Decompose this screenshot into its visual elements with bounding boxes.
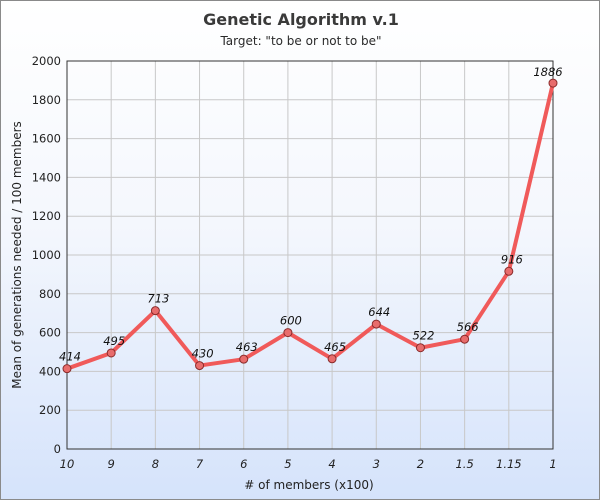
data-label: 600: [280, 314, 302, 328]
x-tick-label: 1.5: [455, 457, 473, 471]
data-labels: 414 495 713 430 463 600 465 644 522 566 916 1886: [59, 65, 563, 364]
data-point: [150, 306, 160, 316]
x-tick-label: 1: [549, 457, 556, 471]
x-tick-label: 4: [328, 457, 335, 471]
data-label: 495: [103, 334, 125, 348]
y-tick-label: 800: [39, 287, 61, 301]
x-tick-label: 2: [417, 457, 424, 471]
data-label: 463: [236, 340, 258, 354]
data-label: 566: [457, 320, 479, 334]
data-label: 1886: [533, 65, 562, 79]
data-point: [239, 354, 249, 364]
plot-area-border: [66, 60, 554, 450]
x-tick-label: 1.15: [496, 457, 522, 471]
series-line: [65, 81, 555, 371]
data-point: [106, 348, 116, 358]
y-tick-label: 2000: [32, 54, 61, 68]
data-label: 465: [324, 340, 346, 354]
data-point: [460, 334, 470, 344]
x-tick-label: 7: [196, 457, 204, 471]
data-label: 430: [192, 347, 214, 361]
data-point: [504, 266, 514, 276]
gridlines: [66, 60, 554, 450]
y-axis-title: Mean of generations needed / 100 members: [10, 121, 24, 389]
x-axis-title: # of members (x100): [244, 478, 373, 492]
y-tick-label: 200: [39, 403, 61, 417]
x-tick-label: 8: [152, 457, 159, 471]
y-tick-label: 1600: [32, 132, 61, 146]
x-axis-ticks: 10 9 8 7 6 5 4 3 2 1.5 1.15 1: [60, 457, 557, 471]
y-tick-label: 400: [39, 364, 61, 378]
data-label: 713: [147, 292, 169, 306]
y-tick-label: 1800: [32, 93, 61, 107]
data-markers: [62, 78, 558, 374]
series-line-layer: [65, 81, 555, 371]
y-tick-label: 1000: [32, 248, 61, 262]
y-tick-label: 0: [54, 442, 61, 456]
data-label: 916: [501, 252, 523, 266]
data-label: 644: [368, 305, 390, 319]
y-axis-ticks: 0 200 400 600 800 1000 1200 1400 1600 1800 2000: [32, 54, 61, 456]
chart-title: Genetic Algorithm v.1: [203, 10, 399, 29]
data-point: [548, 78, 558, 88]
x-tick-label: 5: [284, 457, 291, 471]
data-point: [371, 319, 381, 329]
chart-subtitle: Target: "to be or not to be": [219, 34, 381, 48]
data-label: 414: [59, 350, 81, 364]
y-tick-label: 1200: [32, 209, 61, 223]
data-label: 522: [412, 329, 434, 343]
data-point: [283, 328, 293, 338]
y-tick-label: 1400: [32, 170, 61, 184]
y-tick-label: 600: [39, 326, 61, 340]
data-point: [415, 343, 425, 353]
x-tick-label: 9: [108, 457, 115, 471]
x-tick-label: 10: [60, 457, 75, 471]
data-point: [195, 361, 205, 371]
x-tick-label: 6: [240, 457, 247, 471]
data-point: [327, 354, 337, 364]
data-point: [62, 364, 72, 374]
x-tick-label: 3: [373, 457, 380, 471]
